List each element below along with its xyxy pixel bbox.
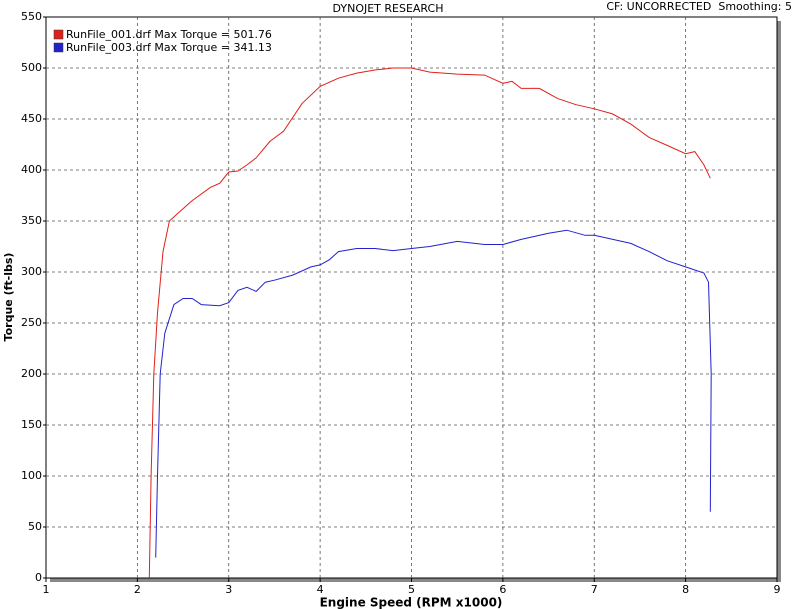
torque-line [155,229,712,558]
x-axis-label: Engine Speed (RPM x1000) [320,596,503,609]
chart-title: DYNOJET RESEARCH [333,2,444,15]
legend-label: RunFile_001.drf Max Torque = 501.76 [66,28,272,41]
plot-area [45,16,778,579]
x-tick-label: 7 [591,583,598,596]
y-tick-label: 200 [21,367,42,380]
torque-line [148,67,711,579]
y-tick-label: 50 [28,520,42,533]
x-tick-label: 9 [774,583,781,596]
y-tick-label: 400 [21,163,42,176]
x-tick-label: 2 [134,583,141,596]
legend-swatch [53,42,64,53]
x-tick-label: 5 [408,583,415,596]
y-tick-label: 150 [21,418,42,431]
y-tick-label: 0 [35,571,42,584]
y-tick-label: 550 [21,10,42,23]
x-tick-label: 1 [43,583,50,596]
y-axis-label: Torque (ft-lbs) [2,253,15,342]
x-tick-label: 4 [317,583,324,596]
legend-swatch [53,29,64,40]
legend-label: RunFile_003.drf Max Torque = 341.13 [66,41,272,54]
x-tick-label: 8 [682,583,689,596]
x-tick-label: 6 [499,583,506,596]
y-tick-label: 500 [21,61,42,74]
y-tick-label: 100 [21,469,42,482]
y-tick-label: 350 [21,214,42,227]
y-tick-label: 300 [21,265,42,278]
y-tick-label: 450 [21,112,42,125]
y-tick-label: 250 [21,316,42,329]
x-tick-label: 3 [225,583,232,596]
chart-subtitle: CF: UNCORRECTED Smoothing: 5 [606,0,792,13]
